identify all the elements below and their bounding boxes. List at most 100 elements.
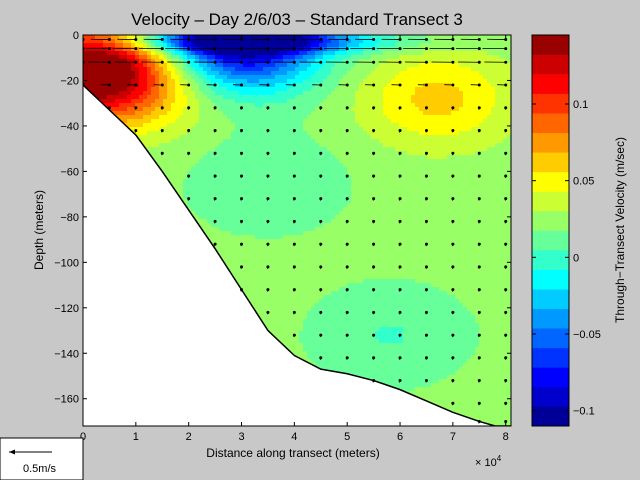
velocity-cell bbox=[283, 103, 288, 108]
velocity-cell bbox=[395, 379, 400, 384]
velocity-cell bbox=[383, 59, 388, 64]
velocity-cell bbox=[391, 135, 396, 140]
velocity-cell bbox=[259, 287, 264, 292]
velocity-cell bbox=[251, 231, 256, 236]
velocity-cell bbox=[227, 155, 232, 160]
velocity-cell bbox=[347, 235, 352, 240]
velocity-cell bbox=[407, 155, 412, 160]
velocity-cell bbox=[399, 199, 404, 204]
velocity-cell bbox=[335, 83, 340, 88]
velocity-cell bbox=[227, 59, 232, 64]
velocity-cell bbox=[263, 239, 268, 244]
velocity-cell bbox=[199, 207, 204, 212]
velocity-cell bbox=[351, 83, 356, 88]
velocity-cell bbox=[363, 47, 368, 52]
velocity-cell bbox=[407, 67, 412, 72]
velocity-cell bbox=[275, 55, 280, 60]
velocity-cell bbox=[347, 335, 352, 340]
velocity-cell bbox=[303, 191, 308, 196]
velocity-cell bbox=[295, 219, 300, 224]
velocity-cell bbox=[267, 271, 272, 276]
velocity-cell bbox=[395, 131, 400, 136]
velocity-cell bbox=[131, 51, 136, 56]
velocity-cell bbox=[279, 79, 284, 84]
velocity-cell bbox=[279, 255, 284, 260]
velocity-cell bbox=[219, 87, 224, 92]
velocity-cell bbox=[351, 363, 356, 368]
velocity-cell bbox=[259, 83, 264, 88]
velocity-cell bbox=[243, 287, 248, 292]
velocity-cell bbox=[407, 35, 412, 40]
velocity-cell bbox=[159, 123, 164, 128]
velocity-cell bbox=[375, 339, 380, 344]
velocity-cell bbox=[103, 91, 108, 96]
velocity-cell bbox=[215, 123, 220, 128]
velocity-cell bbox=[299, 195, 304, 200]
velocity-cell bbox=[351, 199, 356, 204]
velocity-cell bbox=[171, 139, 176, 144]
velocity-cell bbox=[151, 43, 156, 48]
velocity-cell bbox=[231, 187, 236, 192]
velocity-cell bbox=[407, 55, 412, 60]
velocity-cell bbox=[163, 87, 168, 92]
velocity-cell bbox=[127, 43, 132, 48]
velocity-cell bbox=[263, 211, 268, 216]
velocity-cell bbox=[131, 87, 136, 92]
velocity-cell bbox=[239, 87, 244, 92]
velocity-cell bbox=[343, 247, 348, 252]
velocity-cell bbox=[339, 223, 344, 228]
velocity-cell bbox=[231, 191, 236, 196]
velocity-cell bbox=[263, 47, 268, 52]
velocity-cell bbox=[199, 67, 204, 72]
velocity-cell bbox=[387, 275, 392, 280]
velocity-cell bbox=[247, 79, 252, 84]
velocity-cell bbox=[243, 267, 248, 272]
velocity-cell bbox=[223, 131, 228, 136]
velocity-cell bbox=[391, 83, 396, 88]
velocity-cell bbox=[347, 99, 352, 104]
velocity-cell bbox=[355, 363, 360, 368]
velocity-cell bbox=[315, 79, 320, 84]
velocity-cell bbox=[247, 75, 252, 80]
velocity-cell bbox=[363, 51, 368, 56]
velocity-cell bbox=[175, 139, 180, 144]
velocity-cell bbox=[367, 315, 372, 320]
velocity-cell bbox=[403, 51, 408, 56]
velocity-cell bbox=[139, 111, 144, 116]
velocity-cell bbox=[267, 259, 272, 264]
velocity-cell bbox=[167, 99, 172, 104]
velocity-cell bbox=[303, 291, 308, 296]
velocity-cell bbox=[371, 75, 376, 80]
velocity-cell bbox=[359, 195, 364, 200]
velocity-cell bbox=[383, 323, 388, 328]
velocity-cell bbox=[271, 171, 276, 176]
velocity-cell bbox=[363, 255, 368, 260]
velocity-cell bbox=[191, 163, 196, 168]
velocity-cell bbox=[395, 135, 400, 140]
velocity-cell bbox=[155, 59, 160, 64]
velocity-cell bbox=[399, 259, 404, 264]
velocity-cell bbox=[315, 75, 320, 80]
velocity-cell bbox=[295, 95, 300, 100]
velocity-cell bbox=[335, 359, 340, 364]
velocity-cell bbox=[239, 163, 244, 168]
velocity-cell bbox=[371, 63, 376, 68]
velocity-cell bbox=[359, 75, 364, 80]
velocity-cell bbox=[191, 79, 196, 84]
velocity-cell bbox=[331, 291, 336, 296]
velocity-cell bbox=[391, 367, 396, 372]
velocity-cell bbox=[303, 327, 308, 332]
velocity-cell bbox=[263, 71, 268, 76]
velocity-cell bbox=[99, 39, 104, 44]
velocity-cell bbox=[287, 67, 292, 72]
velocity-cell bbox=[291, 231, 296, 236]
velocity-cell bbox=[251, 155, 256, 160]
velocity-cell bbox=[339, 327, 344, 332]
velocity-cell bbox=[279, 275, 284, 280]
velocity-cell bbox=[343, 39, 348, 44]
velocity-cell bbox=[367, 351, 372, 356]
velocity-cell bbox=[351, 151, 356, 156]
velocity-cell bbox=[287, 95, 292, 100]
velocity-cell bbox=[395, 51, 400, 56]
velocity-cell bbox=[339, 79, 344, 84]
